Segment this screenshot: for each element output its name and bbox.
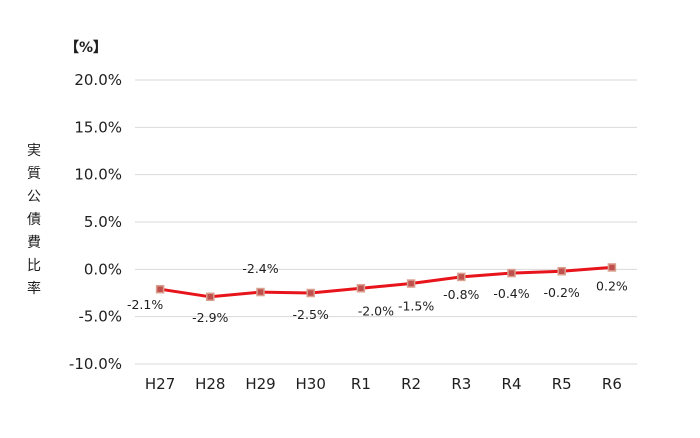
data-label: 0.2% — [596, 278, 628, 293]
x-tick-label: R4 — [502, 375, 522, 393]
x-tick-label: R2 — [401, 375, 421, 393]
data-label: -1.5% — [398, 299, 434, 314]
x-tick-label: R1 — [351, 375, 371, 393]
x-tick-label: R3 — [451, 375, 471, 393]
y-tick-label: 10.0% — [74, 166, 122, 184]
y-tick-label: 5.0% — [84, 213, 122, 231]
data-point-marker — [206, 292, 215, 302]
series-markers — [155, 263, 617, 302]
y-tick-label: -10.0% — [69, 355, 122, 373]
data-point-marker — [155, 284, 165, 294]
series-line-path — [158, 265, 614, 299]
data-point-marker — [356, 284, 366, 293]
x-tick-label: H27 — [145, 375, 175, 393]
y-axis-title-char: 債 — [27, 212, 41, 228]
x-tick-label: R5 — [552, 375, 572, 393]
y-axis-title-char: 率 — [27, 280, 41, 297]
y-axis-title-char: 比 — [27, 258, 41, 274]
y-axis-title-char: 公 — [27, 189, 41, 205]
y-axis-title-char: 実 — [27, 143, 41, 159]
y-tick-label: 0.0% — [84, 260, 122, 278]
data-point-marker — [557, 266, 566, 276]
data-label: -2.9% — [192, 310, 228, 325]
data-label: -0.8% — [443, 287, 479, 302]
data-label: -0.4% — [493, 286, 529, 301]
data-label: -2.5% — [293, 307, 329, 322]
y-tick-label: 15.0% — [74, 118, 122, 136]
data-point-marker — [406, 279, 416, 288]
y-axis-tick-labels: -10.0% -5.0% 0.0% 5.0% 10.0% 15.0% 20.0% — [69, 71, 122, 373]
x-axis-tick-labels: H27 H28 H29 H30 R1 R2 R3 R4 R5 R6 — [145, 375, 622, 393]
y-axis-unit-label: 【%】 — [65, 40, 107, 56]
x-tick-label: R6 — [602, 375, 622, 393]
x-tick-label: H28 — [195, 375, 225, 393]
data-label: -2.4% — [242, 261, 278, 276]
data-point-marker — [457, 272, 466, 282]
y-tick-label: 20.0% — [74, 71, 122, 89]
data-label: -0.2% — [544, 285, 580, 300]
series-line — [158, 265, 614, 299]
y-axis-title-char: 質 — [27, 166, 41, 182]
y-axis-title-char: 費 — [27, 235, 41, 251]
data-point-marker — [607, 263, 617, 272]
x-tick-label: H30 — [296, 375, 326, 393]
data-label: -2.0% — [358, 303, 394, 318]
data-labels: -2.1% -2.9% -2.4% -2.5% -2.0% -1.5% -0.8% -0.4%… — [127, 261, 628, 325]
data-point-marker — [306, 288, 315, 298]
gridlines — [135, 79, 637, 365]
y-tick-label: -5.0% — [78, 308, 122, 326]
data-point-marker — [256, 287, 265, 297]
data-label: -2.1% — [127, 297, 163, 312]
data-point-marker — [507, 268, 516, 278]
x-tick-label: H29 — [245, 375, 275, 393]
